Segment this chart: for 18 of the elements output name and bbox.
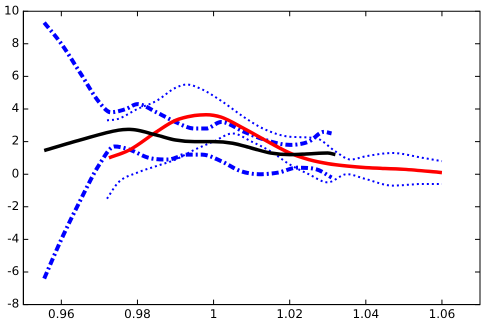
y-tick-label: -8: [7, 296, 20, 311]
y-tick-label: -2: [7, 198, 20, 213]
y-tick-label: -4: [7, 232, 20, 246]
y-tick-label: 8: [12, 36, 20, 50]
x-tick-label: 1.04: [352, 306, 380, 321]
y-tick-label: 4: [12, 101, 20, 116]
y-tick-label: 2: [12, 134, 20, 148]
x-tick-label: 0.96: [48, 306, 75, 321]
y-tick-label: 0: [12, 166, 20, 180]
x-tick-label: 1.06: [428, 306, 456, 321]
x-tick-label: 0.98: [124, 306, 151, 321]
line-series: [107, 112, 444, 174]
y-tick-label: 6: [12, 68, 20, 83]
y-tick-label: -6: [7, 264, 20, 278]
line-series: [42, 128, 338, 156]
x-tick-label: 1: [210, 306, 218, 321]
y-tick-label: 10: [4, 3, 20, 18]
x-tick-label: 1.02: [276, 306, 304, 321]
